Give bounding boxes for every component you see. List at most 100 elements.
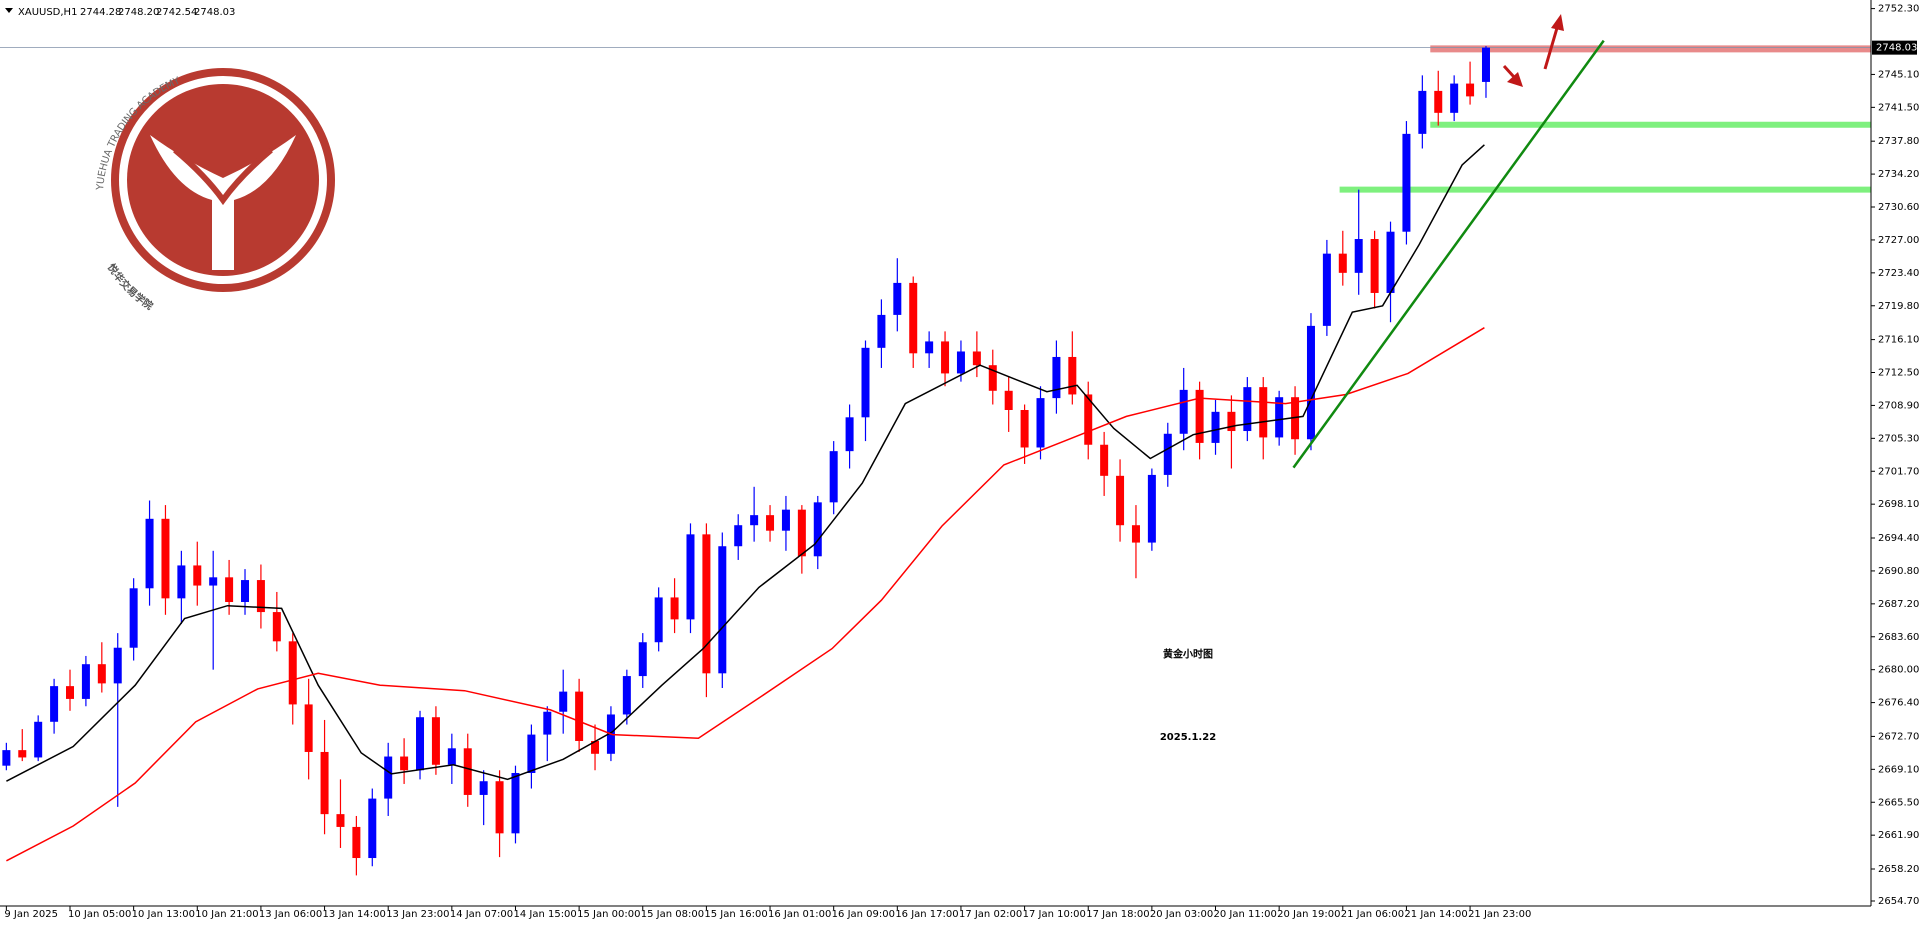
candle-body <box>288 641 297 705</box>
y-tick-label: 2705.30 <box>1878 433 1919 444</box>
ohlc-high: 2748.20 <box>118 7 159 18</box>
y-tick-label: 2716.10 <box>1878 335 1919 346</box>
x-tick-label: 15 Jan 00:00 <box>577 909 640 920</box>
x-tick-label: 17 Jan 10:00 <box>1023 909 1086 920</box>
x-tick-label: 10 Jan 21:00 <box>195 909 258 920</box>
candle-body <box>1131 525 1140 543</box>
candle-body <box>1402 133 1411 232</box>
candle-body <box>1259 387 1268 438</box>
candle-body <box>1020 409 1029 448</box>
candle-body <box>1227 411 1236 432</box>
candle-body <box>829 451 838 503</box>
candle-body <box>766 515 775 531</box>
x-tick-label: 17 Jan 02:00 <box>959 909 1022 920</box>
candle-body <box>925 341 934 354</box>
candle-body <box>1163 433 1172 475</box>
candle-body <box>686 534 695 620</box>
trendline <box>1292 39 1605 469</box>
candle-body <box>1481 47 1490 82</box>
candle-body <box>1466 83 1475 97</box>
candle-body <box>591 740 600 754</box>
candle-body <box>1084 394 1093 445</box>
x-tick-label: 20 Jan 19:00 <box>1277 909 1340 920</box>
y-tick-label: 2719.80 <box>1878 301 1919 312</box>
candle-body <box>1068 356 1077 395</box>
y-tick-label: 2694.40 <box>1878 533 1919 544</box>
candle-body <box>718 546 727 674</box>
candle-body <box>97 664 106 684</box>
candle-body <box>670 597 679 620</box>
candle-body <box>1116 475 1125 526</box>
candle-body <box>352 826 361 859</box>
candle-body <box>209 577 218 586</box>
x-tick-label: 21 Jan 23:00 <box>1468 909 1531 920</box>
x-tick-label: 16 Jan 01:00 <box>768 909 831 920</box>
x-tick-label: 15 Jan 16:00 <box>704 909 767 920</box>
candle-body <box>1243 387 1252 432</box>
candle-body <box>1179 389 1188 434</box>
candle-body <box>241 580 250 603</box>
y-tick-label: 2654.70 <box>1878 896 1919 907</box>
candle-body <box>543 711 552 735</box>
y-tick-label: 2745.10 <box>1878 69 1919 80</box>
annotation-title: 黄金小时图 <box>1163 648 1213 661</box>
candle-body <box>431 717 440 765</box>
y-tick-label: 2698.10 <box>1878 499 1919 510</box>
x-tick-label: 10 Jan 13:00 <box>132 909 195 920</box>
y-tick-label: 2676.40 <box>1878 698 1919 709</box>
x-tick-label: 14 Jan 07:00 <box>450 909 513 920</box>
ohlc-low: 2742.54 <box>156 7 197 18</box>
x-tick-label: 15 Jan 08:00 <box>641 909 704 920</box>
candle-body <box>18 750 27 758</box>
candle-body <box>941 341 950 374</box>
candle-body <box>447 748 456 765</box>
candle-body <box>1052 356 1061 399</box>
y-tick-label: 2701.70 <box>1878 466 1919 477</box>
candle-body <box>161 518 170 599</box>
y-tick-label: 2672.70 <box>1878 731 1919 742</box>
candle-body <box>34 721 43 758</box>
arrow-up-head <box>1551 14 1564 31</box>
y-tick-label: 2708.90 <box>1878 400 1919 411</box>
candle-body <box>527 734 536 773</box>
symbol: XAUUSD,H1 <box>18 7 77 18</box>
y-tick-label: 2737.80 <box>1878 136 1919 147</box>
symbol-marker <box>5 8 13 13</box>
price-tag-label: 2748.03 <box>1876 43 1917 54</box>
y-tick-label: 2658.20 <box>1878 864 1919 875</box>
candle-body <box>877 314 886 348</box>
y-tick-label: 2727.00 <box>1878 235 1919 246</box>
candle-body <box>638 642 647 677</box>
candle-body <box>1370 239 1379 293</box>
ohlc-close: 2748.03 <box>194 7 235 18</box>
candle-body <box>1211 411 1220 443</box>
candle-body <box>272 612 281 642</box>
candle-body <box>781 509 790 531</box>
y-tick-label: 2734.20 <box>1878 169 1919 180</box>
candle-body <box>988 365 997 391</box>
candle-body <box>702 534 711 674</box>
y-tick-label: 2669.10 <box>1878 764 1919 775</box>
candle-body <box>177 565 186 599</box>
price-tag <box>1872 40 1917 55</box>
candle-body <box>193 565 202 586</box>
y-tick-label: 2690.80 <box>1878 566 1919 577</box>
candle-body <box>50 686 59 722</box>
candle-body <box>813 502 822 557</box>
x-tick-label: 21 Jan 14:00 <box>1404 909 1467 920</box>
candle-body <box>1434 90 1443 113</box>
candle-body <box>304 704 313 752</box>
candle-body <box>81 664 90 699</box>
y-tick-label: 2680.00 <box>1878 665 1919 676</box>
x-tick-label: 13 Jan 06:00 <box>259 909 322 920</box>
arrow-up-shaft <box>1543 27 1559 70</box>
plot-area <box>0 39 1871 876</box>
candle-body <box>1004 390 1013 410</box>
candle-body <box>1100 444 1109 476</box>
logo-mark-inner <box>173 147 273 206</box>
ohlc-open: 2744.28 <box>80 7 121 18</box>
y-tick-label: 2723.40 <box>1878 268 1919 279</box>
candle-body <box>1322 253 1331 326</box>
